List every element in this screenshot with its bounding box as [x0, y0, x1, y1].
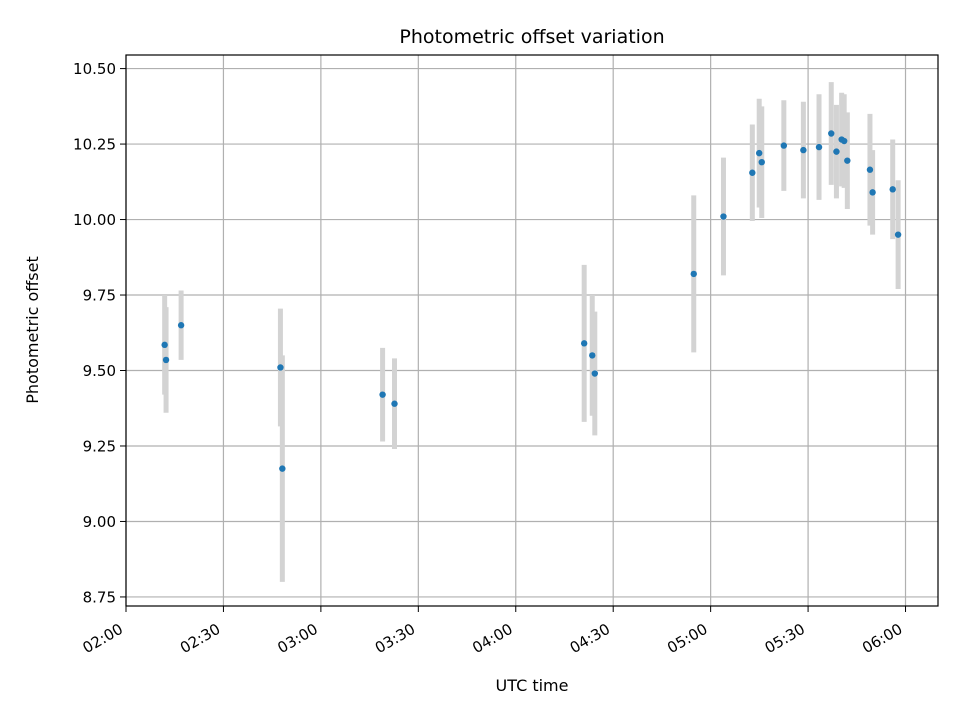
- data-point: [161, 341, 168, 349]
- data-point: [277, 364, 284, 371]
- data-point: [279, 465, 286, 472]
- data-point: [720, 213, 727, 220]
- data-point: [869, 189, 876, 196]
- data-point: [755, 149, 763, 157]
- data-point: [162, 356, 170, 364]
- data-point: [379, 391, 386, 398]
- data-point: [833, 148, 840, 155]
- y-tick-label: 10.25: [73, 136, 116, 154]
- data-point: [844, 157, 851, 164]
- data-point: [391, 400, 398, 407]
- data-point: [866, 166, 874, 173]
- data-point: [815, 143, 823, 151]
- data-point: [589, 352, 596, 359]
- y-tick-label: 8.75: [83, 588, 116, 606]
- y-tick-label: 9.75: [83, 287, 116, 305]
- y-tick-label: 10.50: [73, 60, 116, 78]
- y-tick-label: 10.00: [73, 211, 116, 229]
- data-point: [894, 231, 902, 238]
- data-point: [828, 130, 835, 137]
- data-point: [690, 270, 697, 278]
- data-point: [800, 146, 807, 154]
- plot-frame: [125, 54, 939, 607]
- data-point: [758, 158, 765, 166]
- y-axis-ticks: 8.75 9.00 9.25 9.50 9.75 10.00 10.25 10.50: [73, 60, 126, 606]
- chart-title: Photometric offset variation: [399, 26, 664, 48]
- data-point: [580, 340, 588, 347]
- y-axis-label: Photometric offset: [23, 256, 42, 404]
- data-point: [840, 137, 848, 145]
- y-tick-label: 9.50: [83, 362, 116, 380]
- data-points: [161, 130, 902, 472]
- data-point: [749, 169, 756, 176]
- data-point: [591, 370, 598, 377]
- data-point: [889, 186, 896, 193]
- y-tick-label: 9.25: [83, 437, 116, 455]
- x-axis-label: UTC time: [496, 676, 569, 695]
- data-point: [177, 322, 185, 329]
- y-tick-label: 9.00: [83, 513, 116, 531]
- grid: [125, 55, 938, 606]
- data-point: [780, 142, 788, 149]
